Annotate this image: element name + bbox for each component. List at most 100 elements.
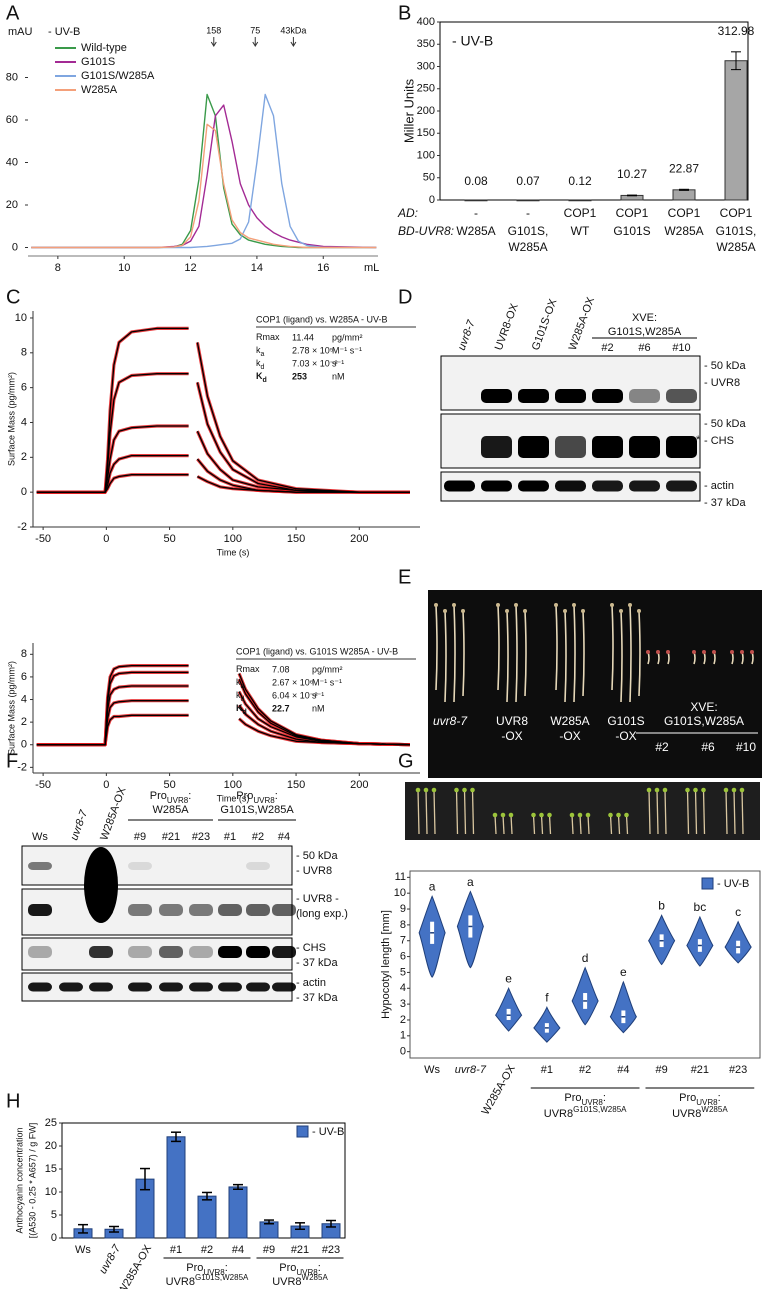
seedling	[702, 789, 706, 835]
legend-swatch	[701, 877, 714, 890]
group-label: ProUVR8:	[186, 1262, 228, 1277]
marker-label: - UVR8 -	[296, 893, 339, 905]
lane-label: #10	[672, 342, 690, 354]
y-tick-label: 0	[12, 241, 18, 253]
seedling	[463, 789, 467, 835]
seedling	[625, 814, 629, 835]
cotyledon	[656, 650, 660, 654]
cotyledon	[731, 787, 737, 793]
genotype-label: #6	[701, 740, 715, 754]
cotyledon	[470, 787, 475, 793]
line-series	[31, 93, 377, 249]
raw-trace	[36, 664, 410, 747]
blot-band	[218, 946, 242, 958]
x-tick-label: 150	[287, 533, 305, 545]
label-part: UVR8	[696, 1098, 718, 1107]
kinetics-value: 7.03 × 10⁻²	[292, 358, 338, 368]
significance-letter: c	[735, 905, 741, 919]
seedling	[515, 604, 518, 703]
legend-swatch	[296, 1125, 309, 1138]
y-axis-label: Miller Units	[401, 78, 416, 143]
kinetics-name: kd	[236, 690, 245, 703]
blot-band	[555, 480, 586, 492]
genotype-label: -OX	[501, 729, 522, 743]
raw-trace	[36, 473, 410, 494]
cotyledon	[569, 812, 575, 818]
cotyledon	[637, 609, 641, 613]
seedling	[462, 610, 465, 697]
seedling	[471, 789, 475, 835]
blot-band	[555, 436, 586, 458]
bar	[197, 1195, 217, 1239]
cotyledon	[739, 787, 745, 793]
legend-label: - UV-B	[717, 878, 749, 890]
value-label: 22.87	[669, 161, 699, 175]
blot-band	[159, 946, 183, 958]
seedling	[733, 789, 736, 835]
marker-label: - 37 kDa	[704, 497, 746, 509]
label-part: a	[241, 683, 245, 690]
genotype-label: W285A	[550, 714, 589, 728]
blot-blob	[84, 847, 118, 923]
x-tick-label: #1	[170, 1244, 182, 1256]
seedling	[532, 814, 536, 835]
marker-label: - UVR8	[296, 865, 332, 877]
blot-band	[89, 946, 113, 958]
category-label: G101S	[613, 224, 650, 238]
y-tick-label: 4	[400, 982, 406, 994]
kinetics-name: Kd	[256, 371, 267, 384]
group-label: UVR8W285A	[672, 1105, 728, 1120]
panel-label: F	[6, 750, 18, 772]
label-part: UVR8	[672, 1108, 701, 1120]
raw-trace	[36, 713, 410, 747]
x-tick-label: 50	[163, 533, 175, 545]
lane-label: #1	[224, 831, 236, 843]
seedling	[502, 814, 505, 835]
cotyledon	[572, 603, 576, 607]
label-part: d	[263, 377, 267, 384]
label-part: :	[225, 1262, 228, 1274]
x-axis-label: Time (s)	[217, 793, 250, 803]
label-part: UVR8	[167, 796, 189, 805]
genotype-label: #10	[736, 740, 756, 754]
lane-label: #4	[278, 831, 290, 843]
lane-label: G101S-OX	[530, 297, 560, 352]
blot-band	[518, 480, 549, 492]
seedling	[725, 789, 728, 835]
y-tick-label: 250	[417, 83, 435, 95]
x-tick-label: 8	[55, 262, 61, 274]
cotyledon	[500, 812, 506, 818]
category-label: WT	[571, 224, 590, 238]
asterisk: *	[696, 434, 701, 446]
seedling	[664, 789, 667, 835]
category-label: COP1	[564, 206, 597, 220]
seedling	[573, 604, 576, 703]
cotyledon	[431, 787, 437, 793]
kinetics-title: COP1 (ligand) vs. W285A - UV-B	[256, 314, 388, 324]
y-tick-label: 25	[45, 1117, 57, 1129]
genotype-label: -OX	[615, 729, 636, 743]
y-tick-label: 8	[400, 919, 406, 931]
cotyledon	[608, 812, 613, 818]
blot-band	[128, 946, 152, 958]
x-tick-label: -50	[35, 779, 51, 791]
group-label: ProUVR8:	[564, 1092, 606, 1107]
seedling	[656, 789, 659, 835]
seedling	[510, 814, 513, 835]
lane-label: #21	[162, 831, 180, 843]
blot-band	[272, 946, 296, 958]
kinetics-unit: pg/mm²	[332, 332, 363, 342]
blot-band	[592, 389, 623, 403]
seedling	[548, 814, 552, 835]
y-tick-label: 3	[400, 998, 406, 1010]
x-axis-label: mL	[364, 262, 379, 274]
y-tick-label: 6	[21, 671, 27, 683]
label-part: Pro	[564, 1092, 581, 1104]
blot-band	[481, 480, 512, 492]
marker-label: - actin	[296, 977, 326, 989]
significance-letter: e	[620, 965, 627, 979]
label-part: :	[603, 1092, 606, 1104]
cotyledon	[685, 787, 690, 793]
seedling	[425, 789, 428, 835]
blot-band	[28, 904, 52, 916]
